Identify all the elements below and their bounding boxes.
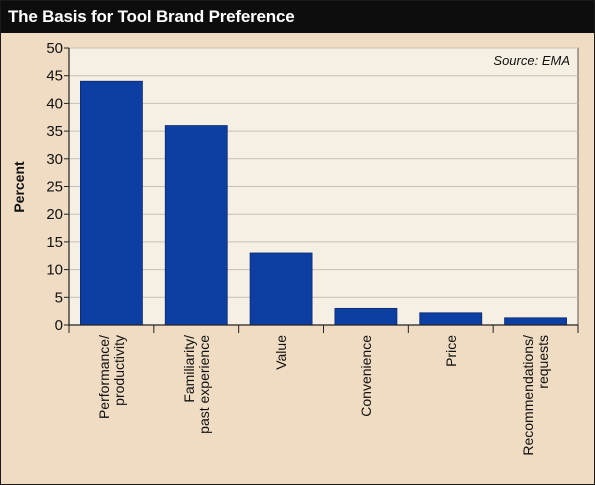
x-category-label: Value <box>273 335 289 370</box>
bar-1 <box>80 80 143 326</box>
y-tick-label: 10 <box>46 262 63 279</box>
y-tick-label: 50 <box>46 40 63 57</box>
x-category-label: Performance/productivity <box>96 335 127 419</box>
x-category-label: Familiarity/past experience <box>181 335 212 434</box>
y-tick-label: 30 <box>46 151 63 168</box>
y-tick-label: 25 <box>46 179 63 196</box>
bar-2 <box>164 125 228 326</box>
x-category-label-line: Convenience <box>358 335 374 417</box>
x-category-label: Recommendations/requests <box>520 335 551 456</box>
x-category-label-line: Performance/ <box>96 335 112 419</box>
x-category-label-line: productivity <box>111 335 127 406</box>
bar-6 <box>504 317 567 326</box>
x-category-label-line: past experience <box>196 335 212 434</box>
source-note: Source: EMA <box>493 53 570 68</box>
bar-4 <box>334 307 398 326</box>
x-category-label-line: Recommendations/ <box>520 335 536 456</box>
x-category-label-line: Price <box>443 335 459 367</box>
x-category-label-line: Familiarity/ <box>181 335 197 403</box>
y-tick-label: 0 <box>55 317 63 334</box>
x-category-label: Price <box>443 335 459 367</box>
y-tick-label: 20 <box>46 206 63 223</box>
x-category-label-line: requests <box>535 335 551 389</box>
bar-5 <box>419 312 483 326</box>
bar-3 <box>249 252 313 326</box>
y-tick-label: 15 <box>46 234 63 251</box>
x-category-label: Convenience <box>358 335 374 417</box>
chart-title: The Basis for Tool Brand Preference <box>1 1 594 33</box>
x-category-label-line: Value <box>273 335 289 370</box>
y-axis-label: Percent <box>11 161 27 213</box>
y-tick-label: 40 <box>46 95 63 112</box>
y-tick-label: 5 <box>55 289 63 306</box>
y-tick-label: 35 <box>46 123 63 140</box>
y-tick-label: 45 <box>46 68 63 85</box>
